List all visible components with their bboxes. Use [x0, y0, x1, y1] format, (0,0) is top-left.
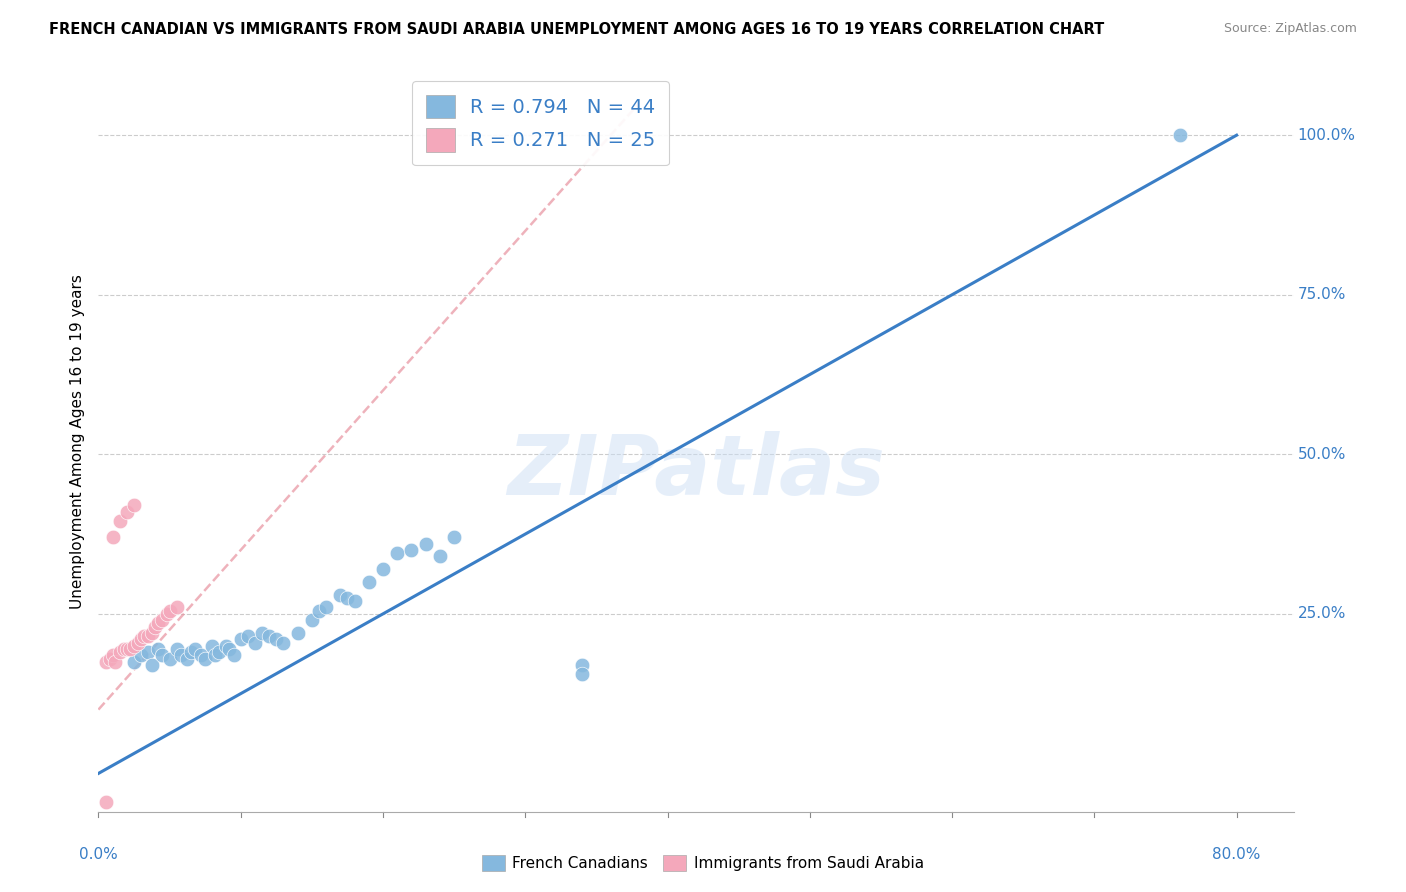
- Point: [357, 574, 380, 589]
- Point: [222, 648, 245, 663]
- Point: [176, 651, 198, 665]
- Point: [115, 642, 138, 657]
- Point: [101, 648, 124, 663]
- Legend: R = 0.794   N = 44, R = 0.271   N = 25: R = 0.794 N = 44, R = 0.271 N = 25: [412, 81, 669, 166]
- Text: Source: ZipAtlas.com: Source: ZipAtlas.com: [1223, 22, 1357, 36]
- Point: [108, 645, 131, 659]
- Point: [98, 651, 121, 665]
- Point: [136, 645, 159, 659]
- Text: ZIPatlas: ZIPatlas: [508, 431, 884, 512]
- Y-axis label: Unemployment Among Ages 16 to 19 years: Unemployment Among Ages 16 to 19 years: [69, 274, 84, 609]
- Legend: French Canadians, Immigrants from Saudi Arabia: French Canadians, Immigrants from Saudi …: [475, 849, 931, 877]
- Point: [122, 639, 145, 653]
- Point: [190, 648, 212, 663]
- Point: [308, 604, 330, 618]
- Text: FRENCH CANADIAN VS IMMIGRANTS FROM SAUDI ARABIA UNEMPLOYMENT AMONG AGES 16 TO 19: FRENCH CANADIAN VS IMMIGRANTS FROM SAUDI…: [49, 22, 1105, 37]
- Point: [385, 546, 409, 560]
- Point: [1168, 128, 1191, 143]
- Point: [159, 651, 181, 665]
- Point: [127, 635, 149, 649]
- Point: [343, 594, 366, 608]
- Point: [115, 505, 138, 519]
- Point: [112, 642, 135, 657]
- Point: [108, 514, 131, 528]
- Point: [152, 613, 174, 627]
- Text: 0.0%: 0.0%: [79, 847, 118, 862]
- Point: [415, 536, 437, 550]
- Point: [429, 549, 451, 564]
- Point: [371, 562, 394, 576]
- Point: [443, 530, 465, 544]
- Point: [236, 629, 259, 643]
- Point: [329, 588, 352, 602]
- Point: [141, 657, 163, 672]
- Point: [148, 642, 170, 657]
- Point: [148, 616, 170, 631]
- Point: [129, 648, 152, 663]
- Point: [273, 635, 295, 649]
- Point: [243, 635, 266, 649]
- Text: 25.0%: 25.0%: [1298, 607, 1346, 622]
- Point: [194, 651, 217, 665]
- Point: [166, 600, 188, 615]
- Point: [336, 591, 359, 605]
- Point: [159, 604, 181, 618]
- Point: [156, 607, 179, 621]
- Point: [152, 648, 174, 663]
- Point: [94, 655, 117, 669]
- Point: [257, 629, 280, 643]
- Point: [180, 645, 202, 659]
- Point: [170, 648, 193, 663]
- Point: [215, 639, 238, 653]
- Point: [301, 613, 323, 627]
- Text: 50.0%: 50.0%: [1298, 447, 1346, 462]
- Point: [104, 655, 127, 669]
- Point: [204, 648, 226, 663]
- Point: [571, 657, 593, 672]
- Point: [141, 626, 163, 640]
- Point: [136, 629, 159, 643]
- Point: [229, 632, 252, 647]
- Text: 80.0%: 80.0%: [1212, 847, 1261, 862]
- Point: [218, 642, 240, 657]
- Point: [166, 642, 188, 657]
- Point: [250, 626, 273, 640]
- Point: [118, 642, 141, 657]
- Point: [264, 632, 287, 647]
- Point: [94, 795, 117, 809]
- Point: [129, 632, 152, 647]
- Point: [143, 619, 166, 633]
- Text: 75.0%: 75.0%: [1298, 287, 1346, 302]
- Point: [401, 543, 423, 558]
- Point: [184, 642, 207, 657]
- Point: [122, 499, 145, 513]
- Point: [208, 645, 231, 659]
- Point: [132, 629, 155, 643]
- Text: 100.0%: 100.0%: [1298, 128, 1355, 143]
- Point: [101, 530, 124, 544]
- Point: [201, 639, 224, 653]
- Point: [287, 626, 309, 640]
- Point: [315, 600, 337, 615]
- Point: [571, 667, 593, 681]
- Point: [122, 655, 145, 669]
